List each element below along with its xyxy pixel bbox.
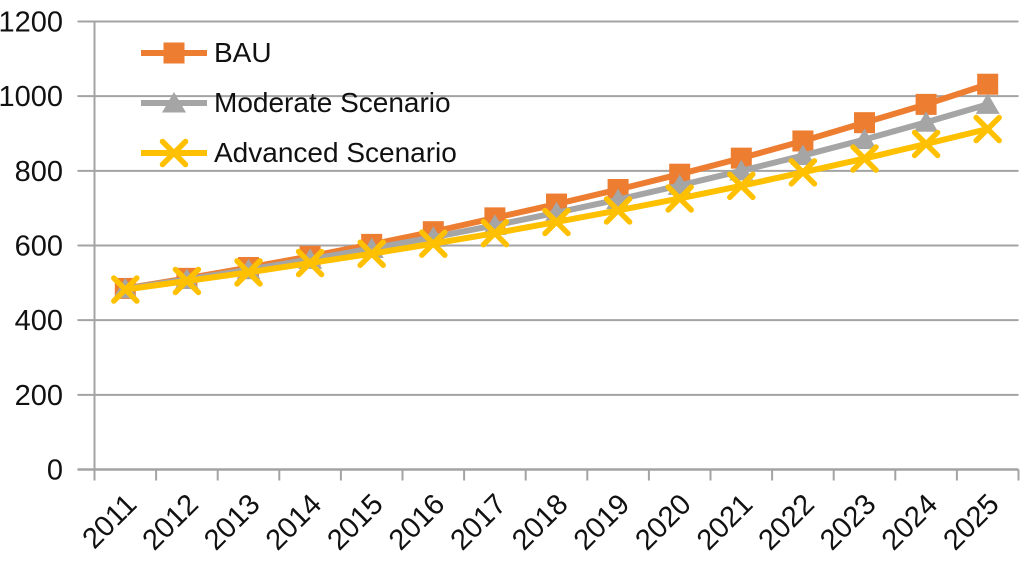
x-axis-labels: 2011201220132014201520162017201820192020… <box>77 488 1006 556</box>
x-tick-label: 2015 <box>321 488 389 556</box>
x-tick-label: 2024 <box>876 488 944 556</box>
y-axis-labels: 0 200 400 600 800 1000 1200 <box>0 7 63 487</box>
legend-item-moderate-scenario: Moderate Scenario <box>140 78 457 128</box>
x-tick-label: 2017 <box>445 488 513 556</box>
x-tick-label: 2013 <box>198 488 266 556</box>
x-tick-label: 2018 <box>506 488 574 556</box>
y-tick-label: 800 <box>15 156 63 188</box>
bau-line-marker-icon <box>141 42 207 64</box>
chart-legend: BAU Moderate Scenario Advanced Scenario <box>140 28 457 178</box>
series-advanced-scenario <box>111 114 1002 304</box>
y-tick-label: 200 <box>15 380 63 412</box>
x-tick-label: 2023 <box>814 488 882 556</box>
x-tick-label: 2020 <box>629 488 697 556</box>
x-tick-label: 2012 <box>137 488 205 556</box>
x-tick-label: 2014 <box>260 488 328 556</box>
y-tick-label: 0 <box>47 455 63 487</box>
x-tick-label: 2019 <box>568 488 636 556</box>
x-tick-label: 2021 <box>691 488 759 556</box>
legend-label-advanced-scenario: Advanced Scenario <box>214 137 457 168</box>
y-tick-label: 600 <box>15 231 63 263</box>
moderate-line-marker-icon <box>141 92 207 113</box>
x-tick-label: 2011 <box>77 488 144 555</box>
gridlines <box>94 20 1019 396</box>
legend-label-bau: BAU <box>214 37 272 68</box>
legend-item-bau: BAU <box>140 28 457 78</box>
advanced-line-marker-icon <box>141 138 207 168</box>
y-tick-label: 400 <box>15 305 63 337</box>
x-tick-label: 2025 <box>937 488 1005 556</box>
legend-label-moderate-scenario: Moderate Scenario <box>214 87 451 118</box>
legend-item-advanced-scenario: Advanced Scenario <box>140 128 457 178</box>
x-tick-label: 2022 <box>753 488 821 556</box>
axes <box>77 20 1020 481</box>
x-tick-label: 2016 <box>383 488 451 556</box>
y-tick-label: 1200 <box>0 7 63 39</box>
y-tick-label: 1000 <box>0 81 63 113</box>
